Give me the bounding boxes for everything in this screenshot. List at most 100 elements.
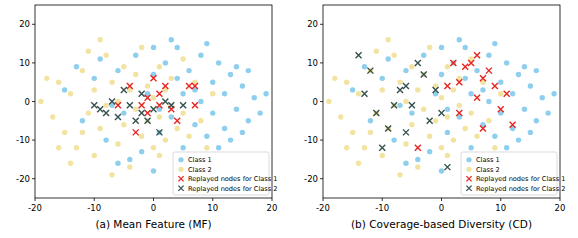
point bbox=[397, 172, 402, 177]
tick bbox=[32, 178, 35, 179]
point bbox=[450, 60, 456, 66]
legend-label: Class 1 bbox=[476, 156, 500, 164]
point bbox=[374, 110, 379, 115]
point bbox=[127, 102, 133, 108]
point bbox=[486, 52, 491, 57]
point bbox=[198, 99, 203, 104]
point bbox=[210, 110, 215, 115]
point bbox=[169, 76, 174, 81]
point bbox=[403, 99, 408, 104]
point bbox=[151, 75, 157, 81]
point bbox=[492, 134, 497, 139]
point bbox=[504, 145, 509, 150]
point bbox=[151, 106, 157, 112]
tick bbox=[320, 101, 323, 102]
point bbox=[210, 91, 215, 96]
point bbox=[427, 149, 432, 154]
axis-label: (b) Coverage-based Diversity (CD) bbox=[351, 218, 532, 230]
point bbox=[439, 95, 444, 100]
point bbox=[373, 110, 379, 116]
point bbox=[380, 87, 385, 92]
tick bbox=[35, 198, 36, 201]
point bbox=[246, 68, 251, 73]
point bbox=[368, 68, 373, 73]
point bbox=[534, 118, 539, 123]
point bbox=[74, 145, 79, 150]
point bbox=[186, 68, 191, 73]
tick-label: -20 bbox=[304, 174, 318, 184]
tick-label: 10 bbox=[495, 203, 506, 213]
point bbox=[139, 134, 144, 139]
point bbox=[498, 106, 504, 112]
legend-symbol bbox=[178, 157, 183, 162]
tick bbox=[320, 24, 323, 25]
point bbox=[356, 161, 361, 166]
point bbox=[439, 45, 444, 50]
point bbox=[151, 168, 156, 173]
point bbox=[415, 87, 420, 92]
tick bbox=[32, 101, 35, 102]
point bbox=[397, 80, 402, 85]
point bbox=[380, 76, 385, 81]
point bbox=[433, 87, 439, 93]
point bbox=[92, 76, 97, 81]
point bbox=[86, 110, 91, 115]
panel: -20-1001020-20-1001020(a) Mean Feature (… bbox=[16, 5, 277, 230]
point bbox=[56, 80, 61, 85]
point bbox=[403, 83, 409, 89]
point bbox=[474, 52, 480, 58]
tick bbox=[500, 198, 501, 201]
point bbox=[362, 64, 367, 69]
point bbox=[162, 99, 168, 105]
point bbox=[121, 64, 126, 69]
point bbox=[415, 157, 420, 162]
point bbox=[62, 87, 67, 92]
point bbox=[156, 91, 162, 97]
tick bbox=[441, 198, 442, 201]
point bbox=[504, 91, 510, 97]
point bbox=[451, 87, 456, 92]
point bbox=[175, 45, 180, 50]
point bbox=[222, 91, 227, 96]
point bbox=[97, 106, 103, 112]
point bbox=[145, 118, 151, 124]
point bbox=[133, 107, 138, 112]
tick bbox=[320, 62, 323, 63]
tick-label: -10 bbox=[304, 135, 318, 145]
point bbox=[204, 145, 209, 150]
point bbox=[474, 95, 480, 101]
legend: Class 1Class 2Replayed nodes for Class 1… bbox=[173, 152, 277, 195]
legend-label: Class 1 bbox=[188, 156, 212, 164]
tick-label: -20 bbox=[16, 174, 30, 184]
point bbox=[192, 102, 198, 108]
tick bbox=[94, 198, 95, 201]
point bbox=[80, 130, 85, 135]
tick-label: 10 bbox=[207, 203, 218, 213]
point bbox=[462, 64, 468, 70]
point bbox=[121, 122, 126, 127]
point bbox=[445, 130, 450, 135]
tick-label: -10 bbox=[16, 135, 30, 145]
point bbox=[115, 161, 120, 166]
point bbox=[115, 141, 120, 146]
point bbox=[198, 52, 203, 57]
point bbox=[133, 129, 139, 135]
point bbox=[492, 83, 498, 89]
point bbox=[350, 87, 355, 92]
point bbox=[156, 129, 162, 135]
point bbox=[368, 130, 373, 135]
point bbox=[133, 72, 138, 77]
point bbox=[421, 107, 426, 112]
point bbox=[56, 145, 61, 150]
point bbox=[92, 153, 97, 158]
point bbox=[528, 130, 533, 135]
point bbox=[344, 80, 349, 85]
point bbox=[240, 83, 245, 88]
point bbox=[186, 134, 191, 139]
point bbox=[103, 52, 108, 57]
point bbox=[174, 118, 180, 124]
point bbox=[162, 83, 168, 89]
point bbox=[344, 145, 349, 150]
point bbox=[427, 45, 432, 50]
point bbox=[445, 107, 450, 112]
